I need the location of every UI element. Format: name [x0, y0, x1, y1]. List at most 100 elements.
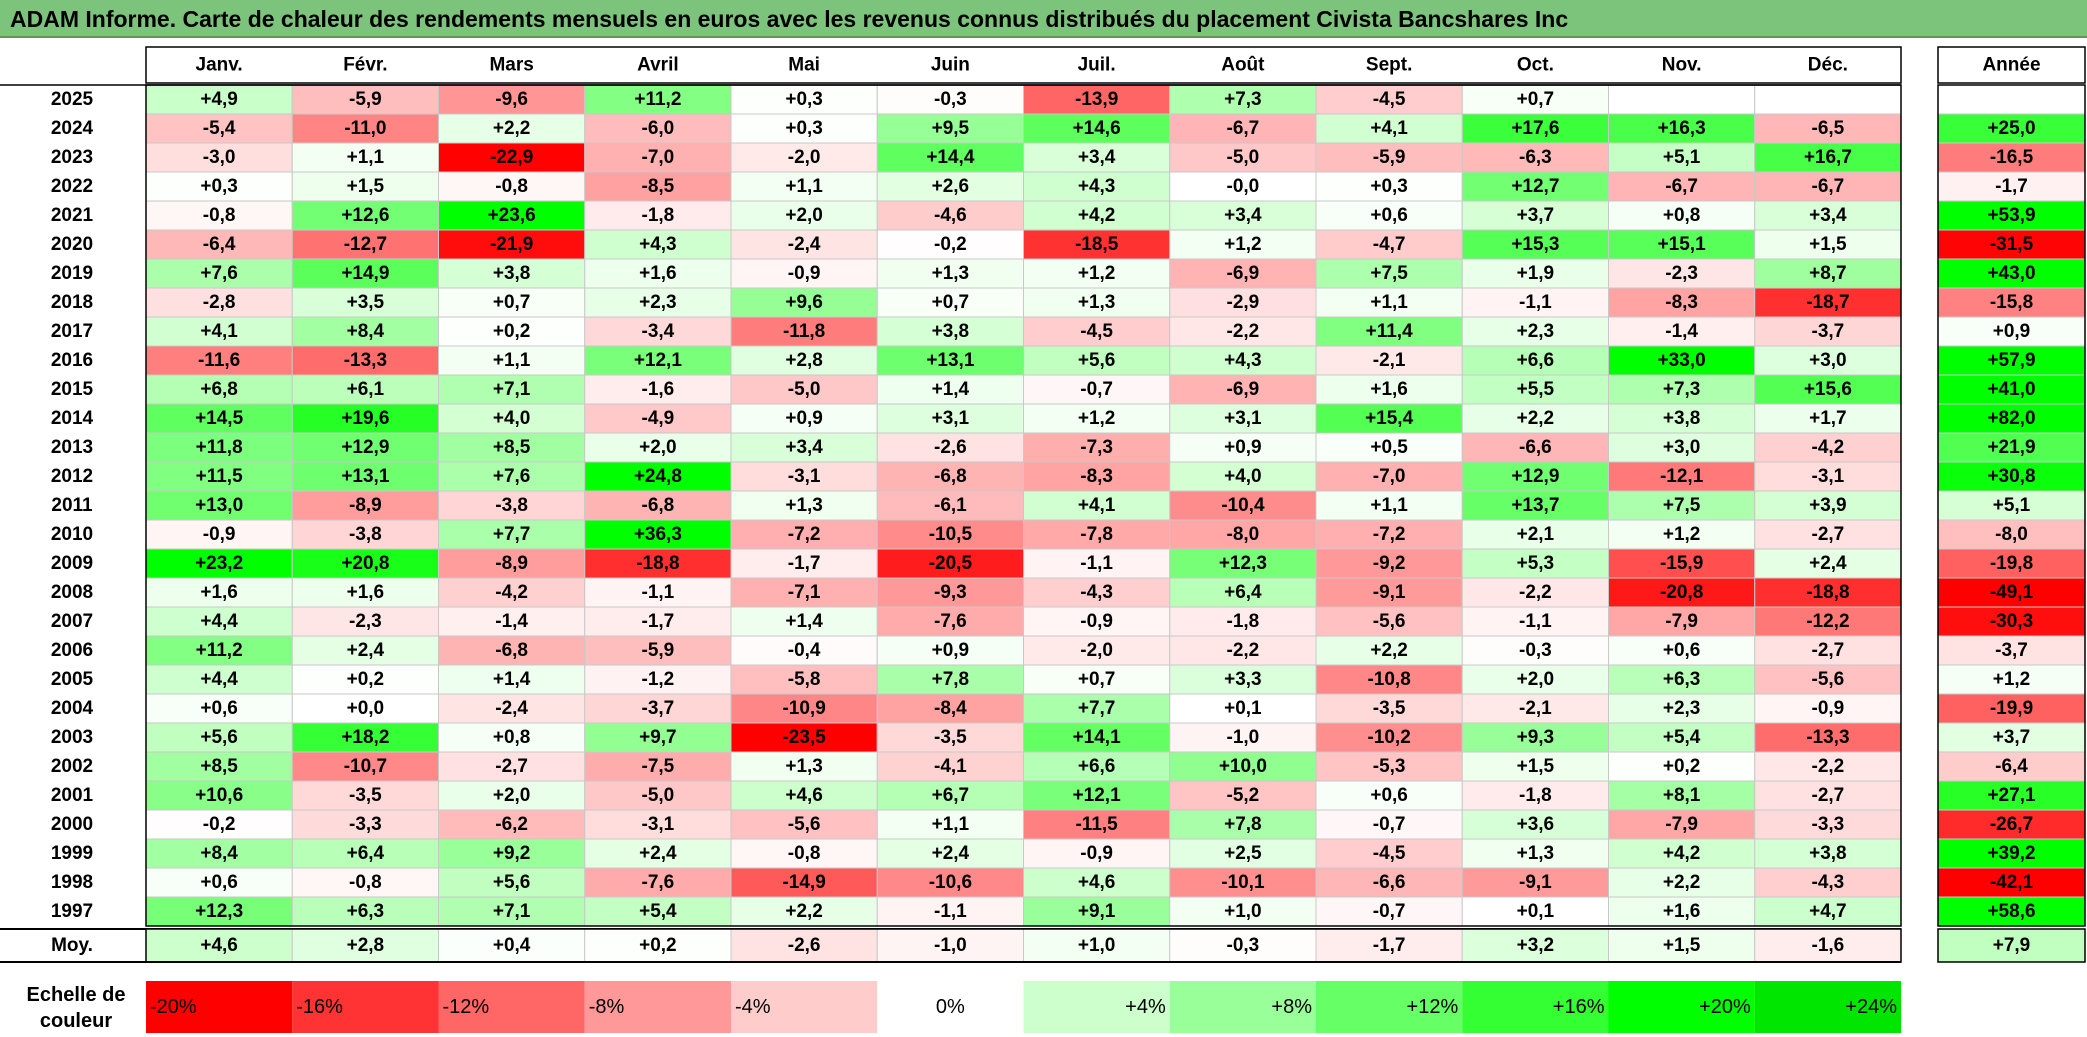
cell-value: -4,3 — [1812, 872, 1845, 893]
cell-value: -3,1 — [788, 466, 821, 487]
heatmap-cell — [876, 142, 1024, 173]
cell-value: -3,5 — [1373, 698, 1406, 719]
cell-value: +3,7 — [1517, 205, 1555, 226]
cell-value: +6,8 — [200, 379, 238, 400]
cell-value: -8,4 — [934, 698, 967, 719]
heatmap-cell — [145, 722, 293, 753]
heatmap-cell — [438, 258, 586, 289]
cell-value: -7,0 — [642, 147, 675, 168]
year-label: 2017 — [51, 321, 93, 342]
cell-value: -8,9 — [349, 495, 382, 516]
cell-value: -0,4 — [788, 640, 821, 661]
cell-value: +11,4 — [1366, 321, 1413, 342]
cell-value: -3,7 — [642, 698, 675, 719]
cell-value: +1,5 — [347, 176, 385, 197]
cell-value: +15,6 — [1804, 379, 1852, 400]
year-label: 2000 — [51, 814, 93, 835]
cell-value: -1,4 — [495, 611, 528, 632]
cell-value: +10,6 — [195, 785, 243, 806]
cell-value: +2,4 — [1809, 553, 1847, 574]
cell-value: +3,0 — [1663, 437, 1701, 458]
heatmap-cell — [1461, 258, 1609, 289]
month-header: Janv. — [196, 55, 243, 76]
heatmap-cell — [438, 229, 586, 260]
annual-cell — [1937, 577, 2086, 608]
year-label: 1999 — [51, 843, 93, 864]
average-value: +4,6 — [200, 935, 238, 956]
cell-value: -3,5 — [934, 727, 967, 748]
cell-value: +6,3 — [347, 901, 385, 922]
cell-value: -12,7 — [344, 234, 387, 255]
cell-value: -5,0 — [788, 379, 821, 400]
heatmap-cell — [1461, 896, 1609, 927]
annual-cell — [1937, 200, 2086, 231]
heatmap-cell — [291, 403, 439, 434]
cell-value: -4,9 — [642, 408, 675, 429]
cell-value: +12,1 — [1073, 785, 1122, 806]
scale-swatch — [1754, 981, 1901, 1033]
year-label: 2001 — [51, 785, 94, 806]
scale-stop-label: +4% — [1125, 996, 1166, 1018]
cell-value: -7,2 — [1373, 524, 1406, 545]
year-label: 2003 — [51, 727, 93, 748]
cell-value: +0,1 — [1224, 698, 1262, 719]
heatmap-cell — [730, 142, 878, 173]
heatmap-cell — [291, 635, 439, 666]
scale-swatch — [731, 981, 878, 1033]
cell-value: -7,9 — [1665, 814, 1698, 835]
cell-value: -8,3 — [1080, 466, 1113, 487]
cell-value: +5,4 — [639, 901, 677, 922]
year-label: 2021 — [51, 205, 94, 226]
cell-value: +14,5 — [195, 408, 244, 429]
average-cell — [730, 928, 878, 963]
heatmap-cell — [1754, 84, 1902, 115]
heatmap-cell — [438, 113, 586, 144]
heatmap-cell — [876, 432, 1024, 463]
cell-value: -10,4 — [1221, 495, 1265, 516]
heatmap-cell — [1315, 635, 1463, 666]
heatmap-cell — [145, 751, 293, 782]
heatmap-cell — [1608, 896, 1756, 927]
cell-value: +4,2 — [1663, 843, 1701, 864]
month-header: Juil. — [1078, 55, 1116, 76]
cell-value: +6,6 — [1078, 756, 1116, 777]
heatmap-cell — [1023, 229, 1171, 260]
cell-value: +1,1 — [785, 176, 823, 197]
title-bar: ADAM Informe. Carte de chaleur des rende… — [0, 0, 2087, 38]
heatmap-cell — [1754, 461, 1902, 492]
heatmap-cell — [730, 287, 878, 318]
heatmap-cell — [291, 490, 439, 521]
cell-value: +14,6 — [1073, 118, 1121, 139]
cell-value: +14,1 — [1073, 727, 1122, 748]
heatmap-cell — [730, 229, 878, 260]
cell-value: -2,2 — [1227, 321, 1260, 342]
cell-value: +0,6 — [1370, 785, 1408, 806]
scale-swatch — [438, 981, 585, 1033]
heatmap-cell — [1023, 838, 1171, 869]
heatmap-cell — [584, 751, 732, 782]
cell-value: +8,4 — [200, 843, 238, 864]
annual-value: -42,1 — [1990, 872, 2034, 893]
cell-value: +9,3 — [1517, 727, 1555, 748]
cell-value: -2,4 — [788, 234, 821, 255]
heatmap-cell — [1169, 113, 1317, 144]
cell-value: -6,8 — [934, 466, 967, 487]
cell-value: +1,4 — [493, 669, 531, 690]
cell-value: +2,4 — [347, 640, 385, 661]
cell-value: +11,2 — [196, 640, 243, 661]
annual-cell — [1937, 867, 2086, 898]
heatmap-cell — [584, 461, 732, 492]
cell-value: +1,6 — [1370, 379, 1408, 400]
cell-value: +12,7 — [1511, 176, 1559, 197]
cell-value: -5,8 — [788, 669, 821, 690]
cell-value: -4,6 — [934, 205, 967, 226]
cell-value: +4,1 — [200, 321, 238, 342]
scale-label: Echelle de — [27, 984, 126, 1006]
heatmap-cell — [584, 693, 732, 724]
cell-value: +3,4 — [1078, 147, 1116, 168]
heatmap-cell — [291, 606, 439, 637]
cell-value: -9,1 — [1373, 582, 1406, 603]
heatmap-cell — [730, 200, 878, 231]
cell-value: +5,6 — [493, 872, 531, 893]
cell-value: -0,3 — [1519, 640, 1552, 661]
